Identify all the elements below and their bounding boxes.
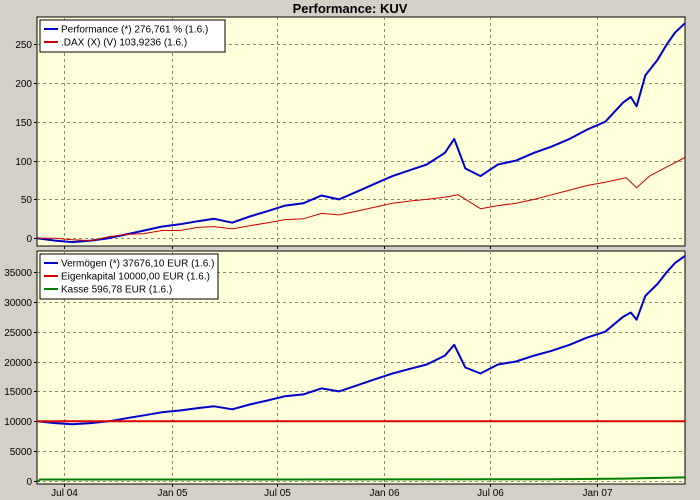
x-tick-label: Jul 06 bbox=[477, 488, 504, 499]
y-tick-label: 150 bbox=[15, 118, 32, 129]
y-tick-label: 30000 bbox=[4, 298, 32, 309]
x-tick-label: Jan 06 bbox=[369, 488, 399, 499]
plot-area-1 bbox=[36, 16, 686, 247]
legend-label: Performance (*) 276,761 % (1.6.) bbox=[61, 25, 208, 36]
y-tick-label: 100 bbox=[15, 157, 32, 168]
legend-label: Vermögen (*) 37676,10 EUR (1.6.) bbox=[61, 259, 214, 270]
legend-label: .DAX (X) (V) 103,9236 (1.6.) bbox=[61, 38, 187, 49]
y-tick-label: 0 bbox=[26, 477, 32, 488]
legend-label: Kasse 596,78 EUR (1.6.) bbox=[61, 285, 172, 296]
series-line-2-3 bbox=[37, 476, 686, 482]
y-tick-label: 5000 bbox=[10, 447, 33, 458]
x-tick-label: Jan 07 bbox=[582, 488, 612, 499]
y-tick-label: 15000 bbox=[4, 387, 32, 398]
y-tick-label: 20000 bbox=[4, 358, 32, 369]
x-tick-label: Jan 05 bbox=[157, 488, 187, 499]
y-tick-label: 10000 bbox=[4, 417, 32, 428]
x-tick-label: Jul 04 bbox=[51, 488, 78, 499]
legend-label: Eigenkapital 10000,00 EUR (1.6.) bbox=[61, 272, 210, 283]
series-line-2-1 bbox=[36, 255, 686, 426]
y-tick-label: 35000 bbox=[4, 268, 32, 279]
y-tick-label: 50 bbox=[21, 195, 33, 206]
series-line-1-1 bbox=[36, 22, 686, 244]
y-tick-label: 0 bbox=[26, 234, 32, 245]
series-line-1-2 bbox=[37, 157, 686, 242]
chart-title: Performance: KUV bbox=[293, 1, 408, 16]
y-tick-label: 250 bbox=[15, 40, 32, 51]
legend-box-1 bbox=[39, 19, 226, 53]
y-tick-label: 25000 bbox=[4, 328, 32, 339]
y-tick-label: 200 bbox=[15, 79, 32, 90]
x-tick-label: Jul 05 bbox=[264, 488, 291, 499]
legend-box-2 bbox=[39, 253, 219, 300]
